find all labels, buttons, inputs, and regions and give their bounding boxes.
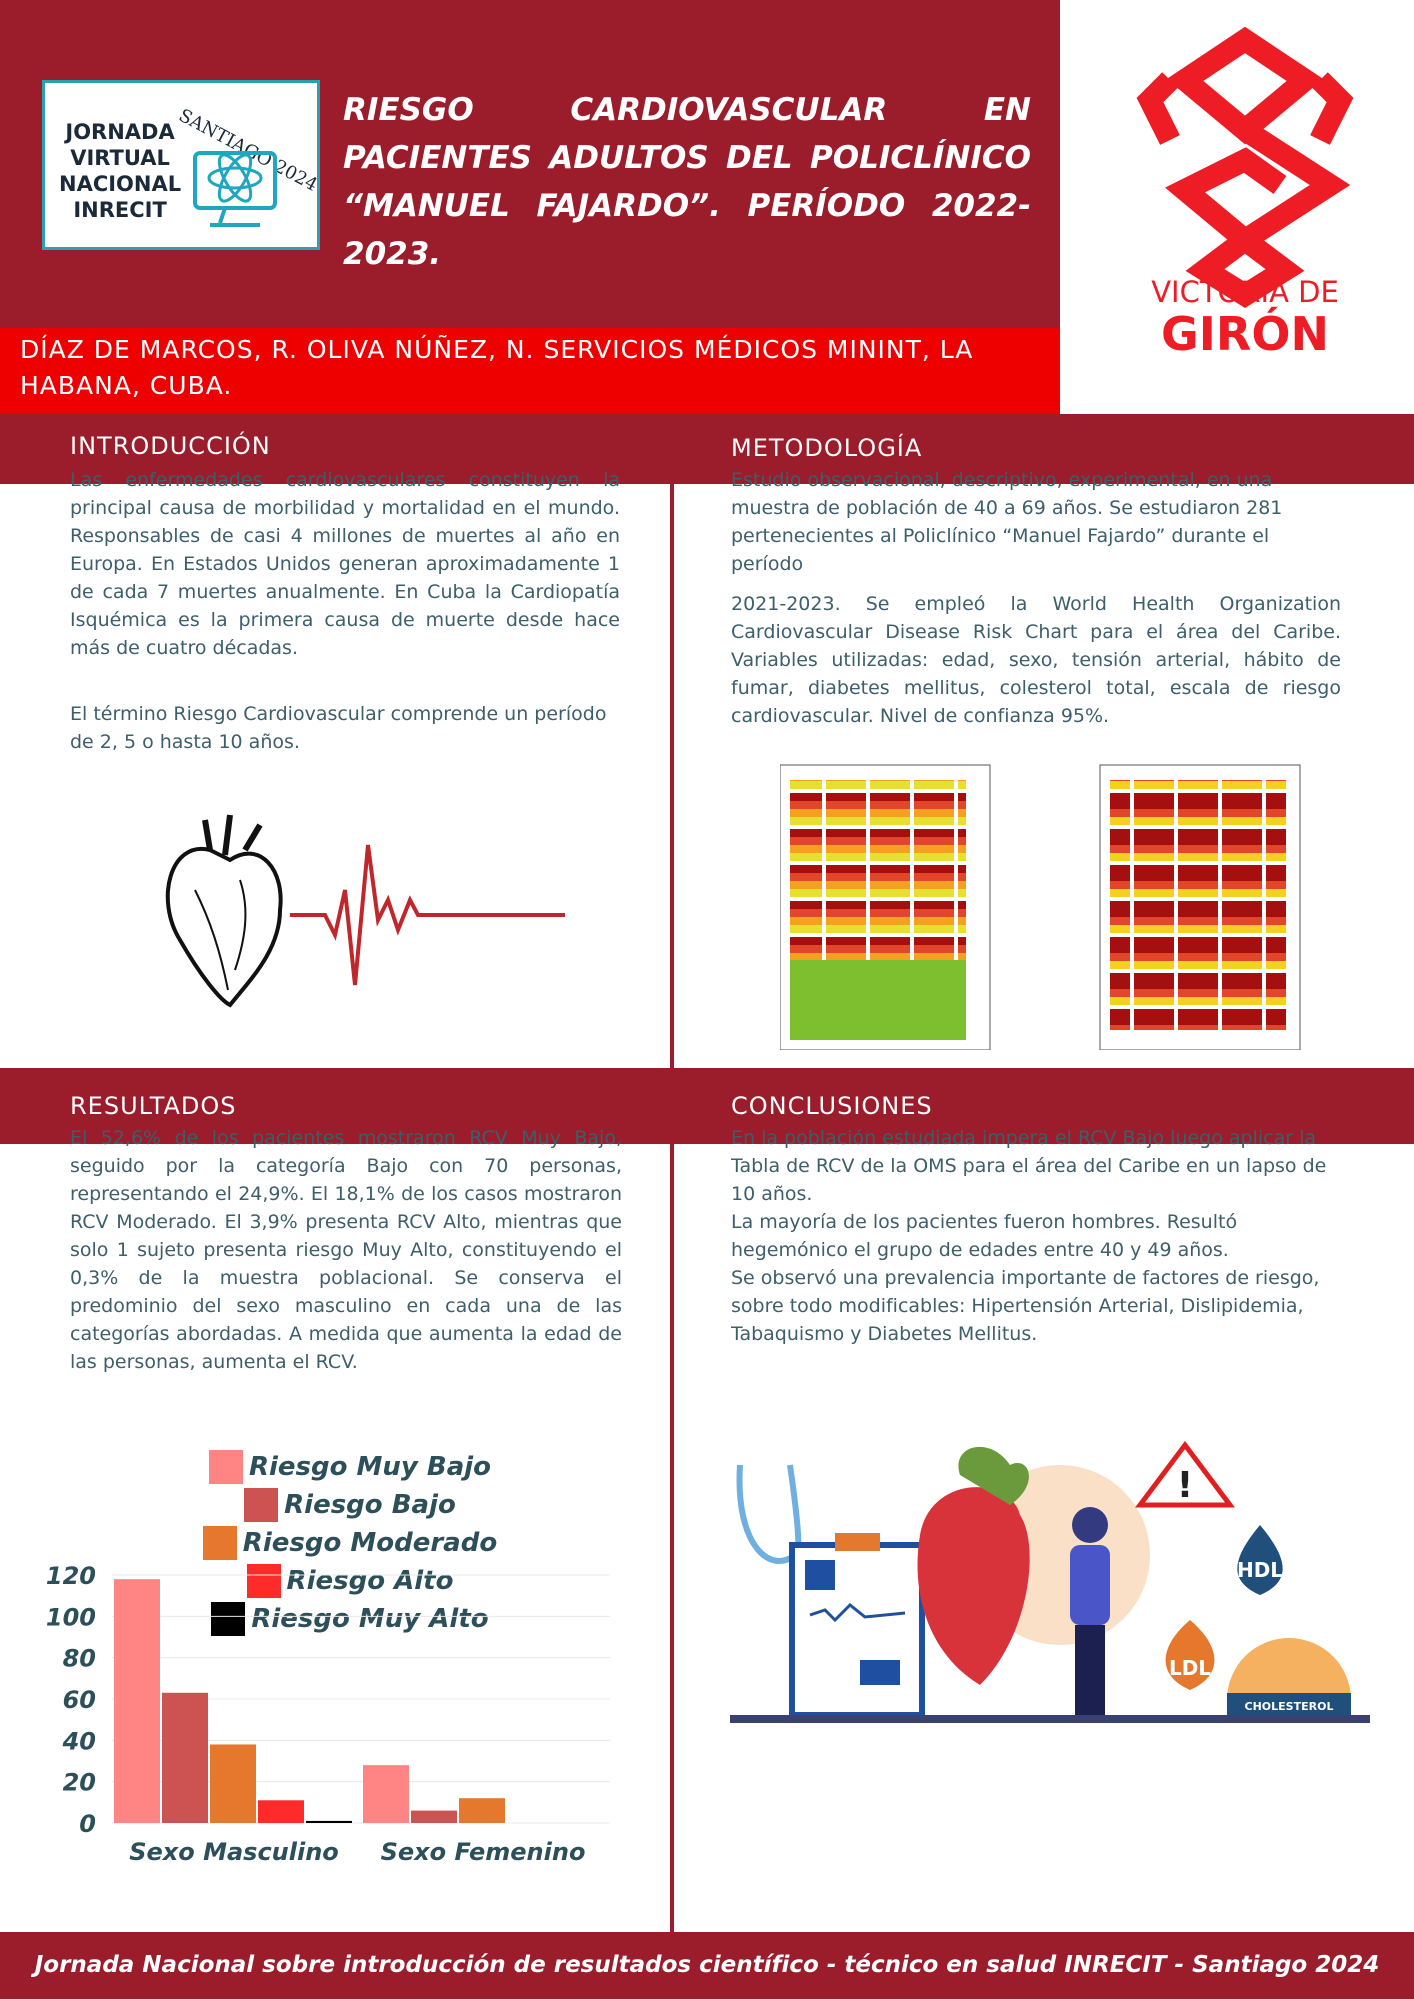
heart-illustration (165, 814, 565, 1008)
section-heading: METODOLOGÍA (731, 434, 923, 462)
section-heading: CONCLUSIONES (731, 1092, 933, 1120)
logo-line: VIRTUAL (70, 146, 170, 170)
bar (459, 1798, 505, 1823)
legend-swatch (202, 1526, 237, 1560)
brand-top: VICTORIA DE (1151, 275, 1339, 309)
legend-item: Riesgo Bajo (244, 1488, 456, 1522)
paragraph: El 52,6% de los pacientes mostraron RCV … (70, 1127, 622, 1373)
legend-label: Riesgo Muy Bajo (248, 1452, 492, 1482)
legend-item: Riesgo Muy Alto (211, 1602, 489, 1636)
bar (162, 1692, 208, 1823)
section-heading: INTRODUCCIÓN (70, 432, 271, 460)
divider (670, 484, 674, 1068)
legend-swatch (211, 1602, 246, 1636)
legend-item: Riesgo Muy Bajo (208, 1450, 492, 1484)
x-tick-label: Sexo Masculino (129, 1838, 339, 1866)
y-tick-label: 0 (79, 1810, 96, 1838)
legend-item: Riesgo Moderado (202, 1526, 498, 1560)
paragraph: La mayoría de los pacientes fueron hombr… (731, 1211, 1238, 1261)
bar (114, 1579, 160, 1823)
bar (411, 1810, 457, 1823)
cholesterol-label: CHOLESTEROL (1245, 1700, 1334, 1713)
authors: DÍAZ DE MARCOS, R. OLIVA NÚÑEZ, N. SERVI… (0, 328, 1060, 416)
hdl-label: HDL (1237, 1558, 1283, 1582)
divider (670, 1144, 674, 1932)
bar (258, 1800, 304, 1823)
legend-label: Riesgo Moderado (242, 1528, 498, 1558)
paragraph: Se observó una prevalencia importante de… (731, 1267, 1320, 1345)
health-illustration: ! HDL LDL CHOLESTEROL (730, 1440, 1370, 1723)
ldl-label: LDL (1169, 1656, 1211, 1680)
y-tick-label: 20 (63, 1769, 96, 1797)
paragraph: Estudio observacional, descriptivo, expe… (731, 469, 1283, 575)
event-logo: JORNADA VIRTUAL NACIONAL INRECIT SANTIAG… (42, 80, 321, 250)
brand-bottom: GIRÓN (1161, 307, 1329, 360)
bar (306, 1820, 352, 1823)
legend-label: Riesgo Muy Alto (251, 1604, 489, 1634)
paragraph: En la población estudiada impera el RCV … (731, 1127, 1327, 1205)
bar-chart: 0 20 40 60 80 100 120 Sexo Masculino Sexo Femeni… (46, 1562, 610, 1866)
brand-logo: VICTORIA DE GIRÓN (1136, 26, 1354, 360)
poster-title: RIESGO CARDIOVASCULAR EN PACIENTES ADULT… (343, 92, 1031, 272)
legend-label: Riesgo Bajo (284, 1490, 456, 1520)
section-band (0, 1068, 1414, 1144)
svg-text:!: ! (1177, 1465, 1193, 1506)
y-tick-label: 80 (63, 1645, 96, 1673)
paragraph: Las enfermedades cardiovasculares consti… (70, 469, 620, 659)
section-heading: RESULTADOS (70, 1092, 237, 1120)
legend-swatch (208, 1450, 243, 1484)
section-band (0, 414, 1414, 484)
paragraph: 2021-2023. Se empleó la World Health Org… (731, 593, 1341, 727)
bar (363, 1765, 409, 1823)
footer: Jornada Nacional sobre introducción de r… (0, 1932, 1414, 1999)
logo-monitor (193, 151, 277, 227)
legend-swatch (244, 1488, 279, 1522)
bar (210, 1744, 256, 1823)
legend: Riesgo Muy Bajo Riesgo Bajo Riesgo Moderad… (110, 1450, 590, 1636)
conclusions: En la población estudiada impera el RCV … (731, 1124, 1356, 1348)
risk-charts (780, 764, 1301, 1050)
x-tick-label: Sexo Femenino (381, 1838, 586, 1866)
legend-item: Riesgo Alto (246, 1564, 454, 1598)
y-tick-label: 120 (46, 1562, 96, 1590)
legend-swatch (246, 1564, 281, 1598)
logo-line: NACIONAL (59, 172, 182, 196)
logo-line: INRECIT (73, 198, 167, 222)
y-tick-label: 100 (46, 1603, 96, 1631)
y-tick-label: 60 (63, 1686, 96, 1714)
logo-line: JORNADA (65, 120, 175, 144)
paragraph: El término Riesgo Cardiovascular compren… (70, 703, 607, 753)
legend-label: Riesgo Alto (286, 1566, 454, 1596)
y-tick-label: 40 (62, 1727, 96, 1755)
